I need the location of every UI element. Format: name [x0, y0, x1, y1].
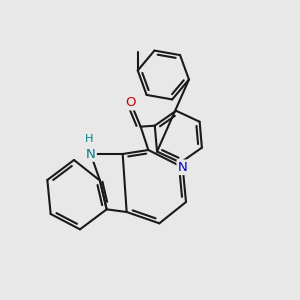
- Text: N: N: [86, 148, 95, 160]
- Text: O: O: [125, 96, 136, 109]
- Text: H: H: [84, 134, 93, 144]
- Text: N: N: [178, 161, 188, 174]
